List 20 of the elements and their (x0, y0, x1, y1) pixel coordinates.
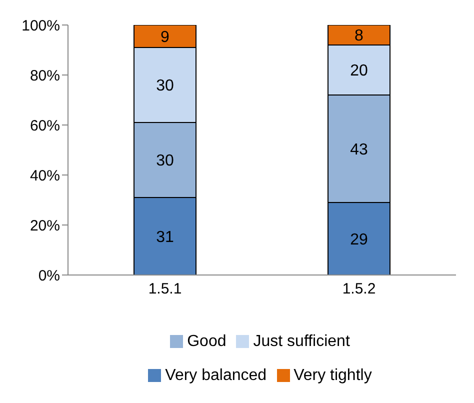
legend-label: Very balanced (165, 367, 267, 384)
y-tick-label: 60% (30, 117, 60, 134)
y-tick-label: 40% (30, 167, 60, 184)
data-label: 29 (350, 231, 368, 248)
legend-label: Just sufficient (253, 333, 350, 350)
data-label: 43 (350, 141, 368, 158)
y-tick-label: 0% (38, 267, 60, 284)
data-label: 20 (350, 62, 368, 80)
data-label: 30 (156, 152, 174, 170)
legend-label: Very tightly (294, 367, 372, 384)
y-tick-label: 100% (22, 17, 60, 34)
y-tick-label: 20% (30, 217, 60, 234)
data-label: 9 (160, 28, 170, 46)
data-label: 30 (156, 78, 174, 95)
data-label: 31 (156, 228, 174, 246)
y-tick-label: 80% (30, 67, 60, 84)
data-label: 8 (354, 28, 364, 45)
legend-label: Good (187, 333, 226, 350)
x-tick-label: 1.5.2 (342, 280, 376, 298)
x-tick-label: 1.5.1 (148, 280, 182, 298)
